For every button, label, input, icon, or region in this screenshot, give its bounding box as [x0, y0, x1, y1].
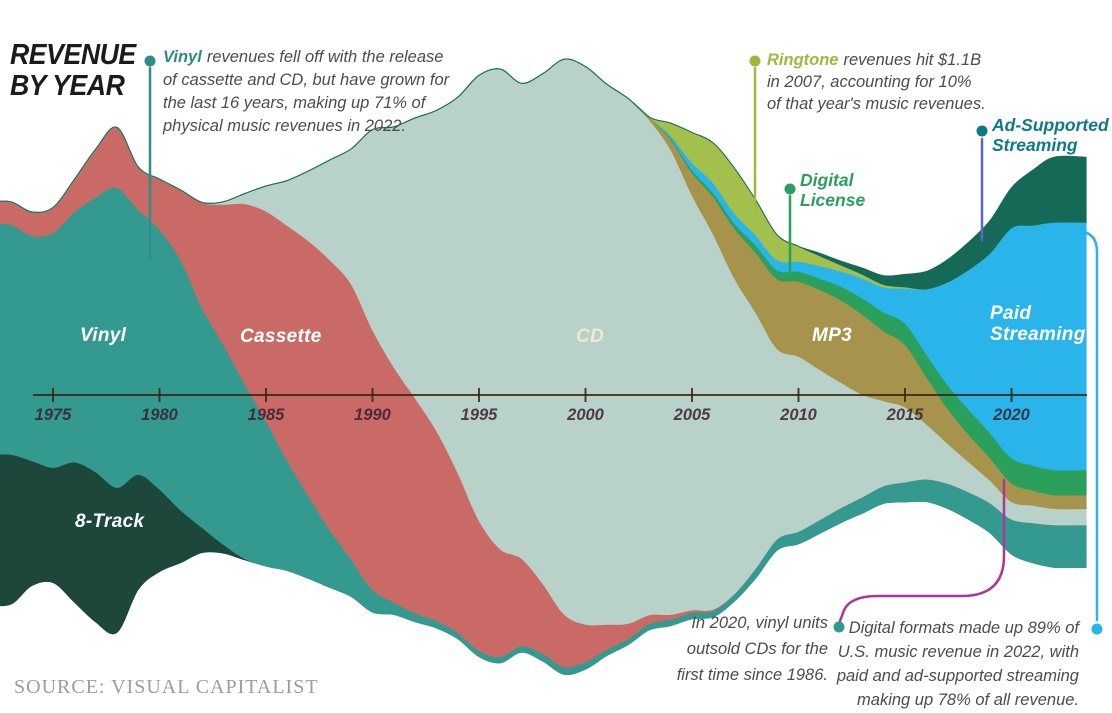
x-axis-tick-label: 2010: [779, 406, 818, 424]
page-title-line2: BY YEAR: [10, 70, 125, 102]
cd-band-label: CD: [576, 326, 605, 347]
cassette-band-label: Cassette: [240, 326, 322, 347]
x-axis-tick-label: 2005: [673, 406, 712, 424]
annotation-line: outsold CDs for the: [686, 640, 828, 658]
x-axis-tick-label: 1975: [35, 406, 73, 424]
digital-formats-annotation: Digital formats made up 89% of U.S. musi…: [837, 616, 1079, 712]
vinyl-annotation-lead: Vinyl: [163, 48, 202, 66]
digital-formats-connector: [1064, 229, 1099, 622]
ringtone-annotation: Ringtone revenues hit $1.1B in 2007, acco…: [767, 49, 986, 115]
x-axis-tick-label: 2020: [992, 406, 1031, 424]
annotation-line: Ringtone revenues hit $1.1B: [767, 51, 982, 69]
x-axis-tick-label: 2015: [886, 406, 925, 424]
digital-license-connector-dot: [784, 183, 796, 195]
x-axis-tick-label: 1990: [354, 406, 392, 424]
8-track-band-label: 8-Track: [75, 511, 145, 532]
annotation-line: of that year's music revenues.: [767, 95, 986, 113]
annotation-line: in 2007, accounting for 10%: [767, 73, 972, 91]
source-credit: SOURCE: VISUAL CAPITALIST: [14, 676, 319, 698]
annotation-line: paid and ad-supported streaming: [836, 667, 1079, 685]
x-axis-tick-label: 1995: [461, 406, 499, 424]
annotation-line: U.S. music revenue in 2022, with: [837, 643, 1079, 661]
stream-ad-supported-streaming: [0, 58, 1087, 290]
digital-license-label: Digital License: [800, 170, 866, 210]
paid-streaming-band-label: Paid Streaming: [990, 303, 1086, 345]
ringtone-annotation-connector-dot: [749, 55, 761, 67]
annotation-line: making up 78% of all revenue.: [857, 691, 1079, 709]
digital-formats-connector-dot: [1091, 623, 1103, 635]
annotation-line: In 2020, vinyl units: [691, 614, 828, 632]
x-axis-tick-label: 1985: [248, 406, 286, 424]
page-title: REVENUE BY YEAR: [10, 40, 136, 102]
page-title-line1: REVENUE: [10, 39, 136, 71]
annotation-line: first time since 1986.: [676, 666, 828, 684]
ringtone-annotation-lead: Ringtone: [767, 51, 839, 69]
x-axis-tick-label: 2000: [566, 406, 605, 424]
annotation-line: the last 16 years, making up 71% of: [163, 94, 426, 112]
mp3-band-label: MP3: [812, 325, 852, 346]
annotation-line: physical music revenues in 2022.: [163, 117, 407, 135]
ad-supported-connector-dot: [976, 125, 988, 137]
ad-supported-streaming-label: Ad-Supported Streaming: [992, 115, 1109, 155]
vinyl-annotation: Vinyl revenues fell off with the release …: [163, 46, 449, 138]
vinyl-annotation-connector-dot: [144, 55, 156, 67]
annotation-line: Vinyl revenues fell off with the release: [163, 48, 444, 66]
vinyl-2020-annotation: In 2020, vinyl units outsold CDs for the…: [677, 610, 828, 688]
vinyl-band-label: Vinyl: [80, 325, 127, 346]
x-axis-tick-label: 1980: [141, 406, 179, 424]
vinyl-2020-connector: [838, 478, 1006, 623]
vinyl-2020-connector-dot: [833, 621, 845, 633]
annotation-line: of cassette and CD, but have grown for: [163, 71, 450, 89]
annotation-line: Digital formats made up 89% of: [848, 619, 1079, 637]
